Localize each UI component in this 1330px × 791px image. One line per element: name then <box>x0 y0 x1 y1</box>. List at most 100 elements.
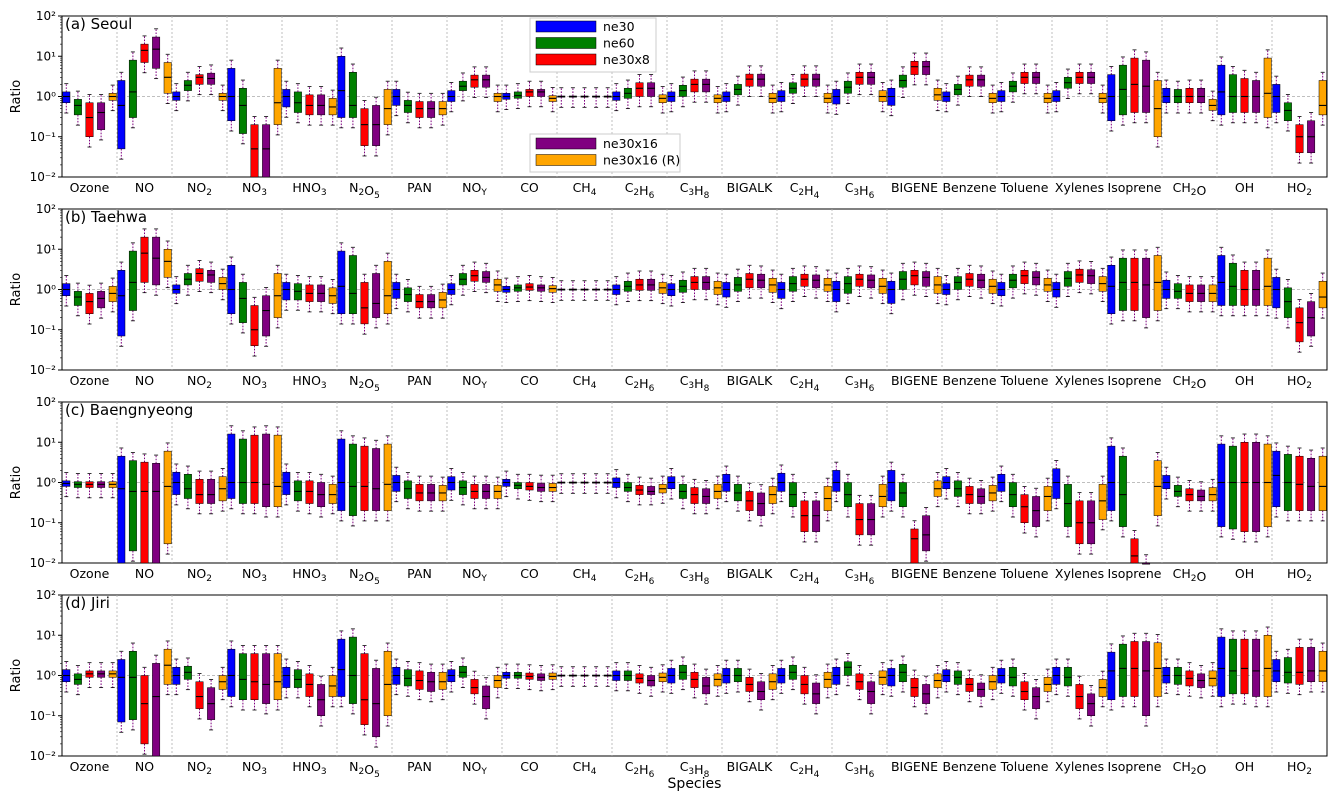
box-ne60 <box>238 282 247 323</box>
box-ne30x16-r- <box>1263 257 1272 306</box>
category-label: CH4 <box>573 566 597 584</box>
box-ne30x16 <box>1307 301 1316 337</box>
box-ne60 <box>128 250 137 311</box>
box-ne60 <box>843 661 852 676</box>
box-ne60 <box>1228 638 1237 695</box>
category-label: C2H4 <box>790 180 820 201</box>
box-ne60 <box>348 443 357 516</box>
box-ne60 <box>1228 445 1237 530</box>
category-label: C2H4 <box>790 373 820 394</box>
box-ne30 <box>172 471 181 495</box>
box-ne30x8 <box>250 305 259 347</box>
box-ne30x16-r- <box>1153 460 1162 516</box>
box-ne60 <box>128 59 137 118</box>
box-ne60 <box>183 474 192 499</box>
box-ne30x16 <box>647 486 656 495</box>
box-ne30x8 <box>195 74 204 85</box>
category-label: C2H6 <box>625 373 655 394</box>
category-label: Xylenes <box>1055 180 1104 195</box>
box-ne30 <box>337 250 346 314</box>
legend-label: ne30x8 <box>603 52 650 67</box>
box-ne30x8 <box>1295 124 1304 154</box>
box-ne30x8 <box>800 73 809 87</box>
category-label: NO <box>135 373 154 388</box>
category-label: N2O5 <box>349 180 380 201</box>
box-ne30 <box>1272 450 1281 507</box>
box-ne30x8 <box>140 675 149 745</box>
category-label: Ozone <box>70 566 110 581</box>
box-ne30x16 <box>152 236 161 286</box>
box-ne30x8 <box>360 653 369 725</box>
box-ne60 <box>1228 74 1237 113</box>
category-label: NO2 <box>187 373 212 391</box>
box-ne30x16-r- <box>1263 635 1272 697</box>
box-ne30x16 <box>482 74 491 88</box>
box-ne30x16 <box>977 74 986 87</box>
box-ne30 <box>227 68 236 121</box>
box-ne60 <box>953 276 962 290</box>
box-ne60 <box>1283 287 1292 318</box>
box-ne30x8 <box>360 108 369 146</box>
category-label: Toluene <box>1000 180 1049 195</box>
category-label: NO3 <box>242 566 267 584</box>
box-ne60 <box>1283 102 1292 121</box>
box-ne60 <box>843 276 852 294</box>
category-label: CH4 <box>573 180 597 198</box>
box-ne30x8 <box>140 43 149 63</box>
category-label: Benzene <box>942 373 996 388</box>
category-label: Benzene <box>942 759 996 774</box>
legend-swatch <box>535 137 597 150</box>
category-label: Ozone <box>70 759 110 774</box>
box-ne30x8 <box>305 94 314 116</box>
box-ne30x8 <box>910 528 919 564</box>
box-ne30x8 <box>140 461 149 564</box>
category-label: OH <box>1235 759 1254 774</box>
box-ne30 <box>227 433 236 499</box>
category-label: C3H8 <box>680 373 710 394</box>
category-label: PAN <box>407 759 432 774</box>
category-label: HO2 <box>1287 566 1312 584</box>
box-ne30 <box>1272 84 1281 113</box>
box-ne30x8 <box>855 72 864 85</box>
y-tick-label: 10⁰ <box>36 283 56 297</box>
box-ne30x16 <box>262 433 271 507</box>
category-label: Xylenes <box>1055 566 1104 581</box>
box-ne30x16 <box>867 681 876 704</box>
box-ne30x16-r- <box>1098 484 1107 520</box>
box-ne30 <box>392 475 401 492</box>
category-label: OH <box>1235 373 1254 388</box>
category-label: HNO3 <box>292 373 326 391</box>
box-ne60 <box>238 438 247 504</box>
box-ne60 <box>348 636 357 704</box>
box-ne60 <box>293 669 302 688</box>
box-ne30x8 <box>1020 72 1029 84</box>
category-label: NOY <box>462 373 487 391</box>
category-label: BIGENE <box>891 566 938 581</box>
category-label: C3H6 <box>845 566 875 587</box>
box-ne30x16-r- <box>878 484 887 507</box>
box-ne30x16-r- <box>273 653 282 700</box>
box-ne30 <box>117 659 126 723</box>
box-ne30 <box>447 476 456 491</box>
box-ne30x8 <box>1240 638 1249 695</box>
box-ne30x16 <box>372 448 381 511</box>
category-label: NOY <box>462 180 487 198</box>
box-ne60 <box>73 291 82 306</box>
box-ne30x16 <box>1032 687 1041 709</box>
box-ne30x16 <box>152 463 161 564</box>
box-ne30x16 <box>207 479 216 504</box>
category-label: C3H8 <box>680 566 710 587</box>
box-ne30x8 <box>800 273 809 287</box>
box-ne60 <box>128 460 137 552</box>
box-ne30x8 <box>1075 268 1084 283</box>
category-label: BIGALK <box>727 759 773 774</box>
box-ne30x16 <box>702 276 711 290</box>
box-ne30x8 <box>1240 270 1249 306</box>
legend-label: ne30x16 <box>603 136 658 151</box>
box-ne30 <box>282 667 291 688</box>
box-ne30x16-r- <box>163 450 172 545</box>
category-label: HO2 <box>1287 373 1312 391</box>
category-label: NO3 <box>242 180 267 198</box>
box-ne30x16 <box>812 500 821 532</box>
box-ne30 <box>1052 468 1061 499</box>
